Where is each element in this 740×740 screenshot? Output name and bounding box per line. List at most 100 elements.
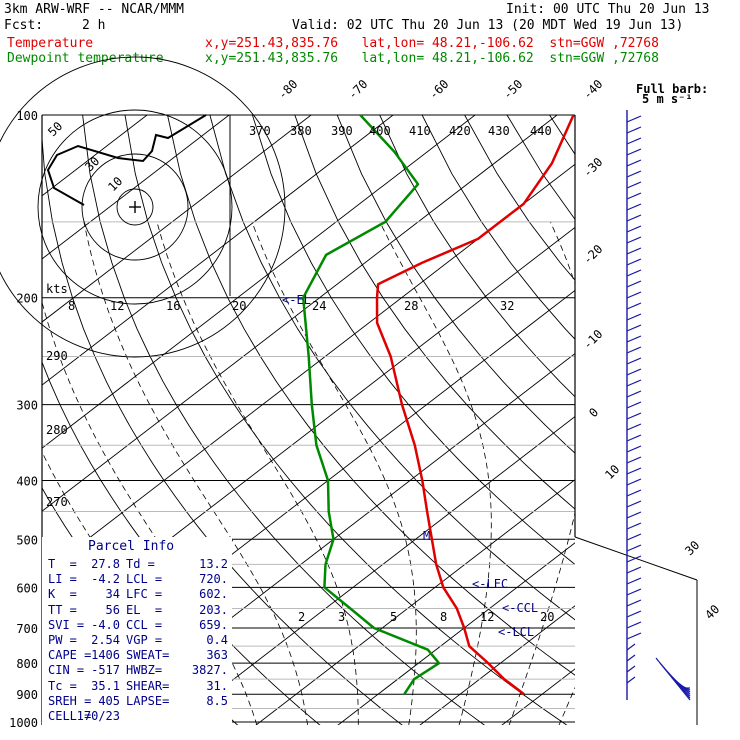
- wind-barb: [626, 379, 642, 387]
- wind-barb: [626, 115, 642, 123]
- mixing-ratio-label: 28: [404, 299, 418, 313]
- parcel-info-cell: 363: [206, 648, 228, 663]
- parcel-info-cell: PW =: [48, 633, 77, 647]
- pressure-label: 800: [16, 657, 38, 671]
- mixing-ratio-label: 16: [166, 299, 180, 313]
- isotherm-line: [255, 479, 575, 725]
- wind-barb: [626, 192, 642, 200]
- parcel-info-cell: 0.4: [206, 633, 228, 647]
- wind-barb: [626, 555, 642, 563]
- wind-barb: [626, 533, 642, 541]
- wind-barb: [626, 225, 642, 233]
- wind-barb: [626, 588, 642, 596]
- wind-barb: [626, 434, 642, 442]
- parcel-info-cell: CCL =: [126, 617, 163, 632]
- isotherm-right-label: -30: [580, 155, 605, 180]
- wind-barb: [626, 566, 642, 574]
- temperature-curve: [375, 115, 575, 696]
- parcel-info-cell: 405: [98, 693, 120, 708]
- wind-barb: [675, 682, 691, 691]
- wind-barb: [626, 423, 642, 431]
- isotherm-line: [173, 416, 575, 725]
- valid-time: Valid: 02 UTC Thu 20 Jun 13 (20 MDT Wed …: [292, 18, 684, 33]
- wind-barb: [626, 456, 642, 464]
- isotherm-right-label: -10: [580, 327, 605, 352]
- barb-scale-unit: 5 m s⁻¹: [642, 92, 693, 106]
- wind-barb: [626, 390, 642, 398]
- mixing-ratio-label: 20: [540, 610, 554, 624]
- dry-adiabat-line: [167, 115, 575, 676]
- parcel-info-cell: -517: [91, 663, 120, 678]
- pressure-label: 700: [16, 622, 38, 636]
- mixing-ratio-label: 12: [480, 610, 494, 624]
- level-marker-label: M: [423, 529, 430, 543]
- moist-adiabat-line: [508, 221, 575, 725]
- wind-barb: [626, 324, 642, 332]
- wind-barb: [626, 346, 642, 354]
- thetae-label: 280: [46, 423, 68, 437]
- parcel-info-cell: 35.1: [91, 678, 120, 693]
- isotherm-right-label: 40: [702, 602, 722, 622]
- mixing-ratio-label: 8: [68, 299, 75, 313]
- parcel-info-cell: 13.2: [199, 557, 228, 571]
- parcel-info-cell: 1406: [91, 648, 120, 663]
- parcel-info-cell: SHEAR=: [126, 678, 170, 693]
- pressure-label: 300: [16, 399, 38, 413]
- parcel-info-cell: 31.: [206, 678, 228, 693]
- theta-label: 410: [409, 124, 431, 138]
- parcel-info-cell: CIN =: [48, 663, 85, 678]
- hodograph-ring-label: 10: [105, 174, 125, 194]
- mixing-ratio-label: 2: [298, 610, 305, 624]
- dry-adiabat-line: [421, 115, 575, 340]
- isotherm-line: [42, 115, 558, 512]
- theta-label: 440: [530, 124, 552, 138]
- isotherm-top-label: -70: [345, 77, 370, 102]
- theta-label: 400: [369, 124, 391, 138]
- parcel-info-box: Parcel Info T = 27.8 Td = 13.2 LI = -4.2 LCL =…: [42, 537, 232, 725]
- wind-barb: [626, 445, 642, 453]
- dry-adiabat-line: [42, 133, 403, 725]
- mixing-ratio-label: 20: [232, 299, 246, 313]
- parcel-info-cell: 2.54: [91, 633, 120, 647]
- isotherm-right-label: 30: [682, 538, 702, 558]
- wind-barb: [626, 654, 636, 662]
- dry-adiabat-line: [379, 115, 575, 398]
- theta-label: 380: [290, 124, 312, 138]
- parcel-info-cell: HWBZ=: [126, 663, 163, 678]
- level-marker-label: <-CCL: [502, 601, 538, 615]
- hodograph-ring: [116, 188, 154, 226]
- dewpoint-curve: [301, 115, 441, 695]
- parcel-info-cell: 27.8: [91, 557, 120, 571]
- pressure-label: 200: [16, 292, 38, 306]
- hodograph-trace: [46, 114, 207, 206]
- parcel-info-cell: LI =: [48, 572, 77, 587]
- isotherm-top-label: -60: [426, 77, 451, 102]
- pressure-label: 500: [16, 533, 38, 547]
- legend-dewpoint-info: x,y=251.43,835.76 lat,lon= 48.21,-106.62…: [205, 51, 659, 66]
- hodograph-ring-label: 30: [82, 154, 102, 174]
- hodograph-ring: [0, 56, 286, 358]
- isotherm-line: [42, 115, 476, 449]
- parcel-info-cell: SVI =: [48, 617, 85, 632]
- theta-label: 390: [331, 124, 353, 138]
- wind-barb: [626, 676, 636, 684]
- thetae-label: 290: [46, 349, 68, 363]
- dry-adiabat-line: [336, 115, 575, 454]
- parcel-info-cell: 56: [105, 602, 120, 617]
- parcel-info-cell: 34: [105, 587, 120, 602]
- wind-barb: [626, 159, 642, 167]
- mixing-ratio-label: 24: [312, 299, 326, 313]
- isotherm-line: [42, 115, 394, 386]
- parcel-info-cell: K =: [48, 587, 77, 602]
- wind-barb: [626, 511, 642, 519]
- dry-adiabat-line: [549, 115, 575, 156]
- isotherm-line: [571, 115, 740, 735]
- isotherm-right-label: -20: [580, 242, 605, 267]
- isotherm-right-label: 10: [602, 462, 622, 482]
- parcel-info-cell: 659.: [199, 617, 228, 632]
- wind-barb: [626, 621, 642, 629]
- parcel-info-cell: LCL =: [126, 572, 163, 587]
- wind-barb: [626, 126, 642, 134]
- wind-barb: [626, 643, 636, 651]
